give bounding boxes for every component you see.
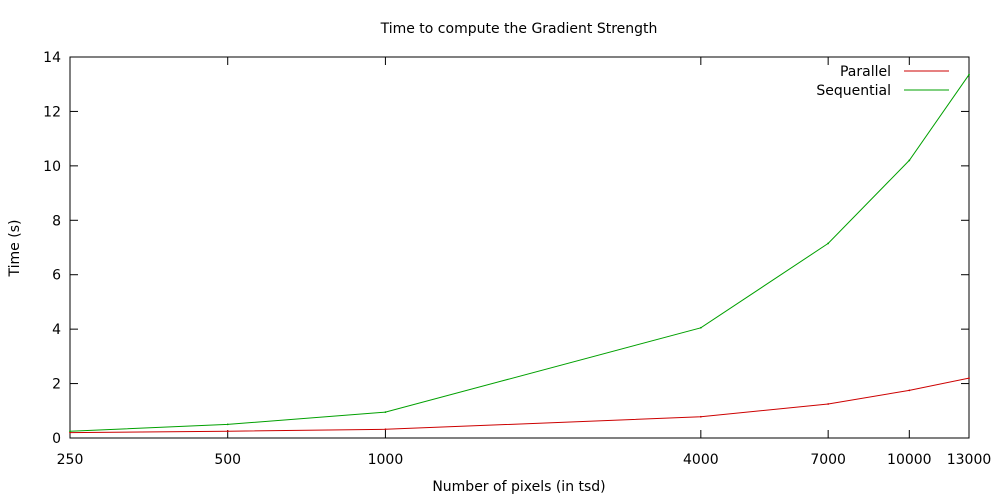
- data-point-parallel: [968, 377, 970, 380]
- data-point-sequential: [384, 411, 387, 414]
- legend: Parallel Sequential: [816, 64, 949, 99]
- x-axis: 250 500 1000 4000 7000 10000 13000: [57, 57, 992, 468]
- data-point-sequential: [226, 423, 229, 426]
- legend-label-sequential: Sequential: [816, 83, 891, 99]
- plot-frame: [69, 56, 970, 439]
- x-tick-label: 7000: [810, 452, 846, 468]
- y-axis: 0 2 4 6 8 10 12 14: [43, 50, 969, 447]
- y-tick-label: 0: [52, 431, 61, 447]
- x-tick-label: 500: [214, 452, 241, 468]
- x-tick-label: 1000: [368, 452, 404, 468]
- plot-area: [69, 56, 970, 439]
- x-tick-label: 13000: [947, 452, 992, 468]
- y-tick-label: 14: [43, 50, 61, 66]
- chart-title: Time to compute the Gradient Strength: [380, 21, 658, 37]
- y-tick-label: 6: [52, 268, 61, 284]
- data-point-parallel: [69, 431, 71, 434]
- data-point-sequential: [69, 430, 71, 433]
- y-tick-label: 10: [43, 159, 61, 175]
- data-point-sequential: [827, 242, 830, 245]
- y-tick-label: 8: [52, 213, 61, 229]
- data-point-sequential: [699, 326, 702, 329]
- x-tick-label: 250: [57, 452, 84, 468]
- series-line-parallel: [69, 377, 970, 434]
- x-tick-label: 4000: [683, 452, 719, 468]
- data-point-sequential: [908, 159, 911, 162]
- legend-label-parallel: Parallel: [840, 64, 891, 80]
- data-point-parallel: [226, 430, 229, 433]
- series-layer: [69, 73, 970, 434]
- x-tick-label: 10000: [887, 452, 932, 468]
- y-tick-label: 4: [52, 322, 61, 338]
- x-axis-label: Number of pixels (in tsd): [432, 479, 605, 495]
- y-tick-label: 12: [43, 104, 61, 120]
- series-line-sequential: [69, 74, 970, 432]
- data-point-parallel: [699, 415, 702, 418]
- y-tick-label: 2: [52, 377, 61, 393]
- data-point-parallel: [908, 389, 911, 392]
- data-point-sequential: [968, 73, 970, 76]
- y-axis-label: Time (s): [7, 220, 23, 278]
- data-point-parallel: [384, 428, 387, 431]
- data-point-parallel: [827, 403, 830, 405]
